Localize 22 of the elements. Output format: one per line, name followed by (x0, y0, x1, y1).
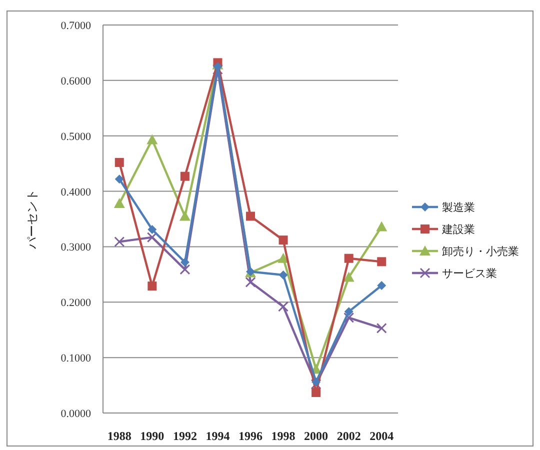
x-tick-label: 1996 (238, 429, 262, 443)
legend-label: 製造業 (442, 201, 475, 214)
y-tick-label: 0.2000 (60, 297, 92, 310)
y-tick-label: 0.7000 (60, 20, 92, 32)
y-tick-label: 0.6000 (60, 75, 92, 88)
y-tick-label: 0.5000 (60, 130, 92, 143)
legend-label: 建設業 (441, 223, 475, 236)
y-axis-title: パーセント (25, 189, 39, 250)
legend-label: 卸売り・小売業 (442, 245, 519, 258)
x-tick-label: 1998 (271, 429, 296, 443)
y-tick-label: 0.3000 (60, 242, 92, 254)
y-tick-label: 0.1000 (60, 352, 92, 365)
legend-label: サービス業 (442, 267, 497, 280)
x-tick-label: 1990 (140, 429, 164, 443)
x-tick-label: 2000 (304, 429, 328, 443)
y-tick-label: 0.0000 (60, 408, 92, 420)
x-tick-label: 1988 (107, 429, 132, 443)
x-tick-label: 1992 (172, 429, 197, 443)
x-tick-label: 1994 (206, 429, 230, 443)
x-tick-label: 2002 (336, 429, 361, 443)
y-tick-label: 0.4000 (60, 186, 92, 198)
x-tick-label: 2004 (370, 429, 394, 443)
